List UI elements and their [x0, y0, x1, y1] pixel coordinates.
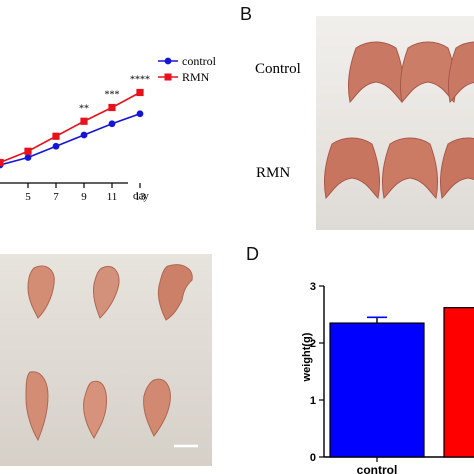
significance-marker: **** — [130, 75, 150, 86]
x-tick-label: 13 — [135, 191, 147, 203]
data-point-rmn — [52, 132, 60, 140]
specimen-row-bottom — [25, 371, 171, 442]
specimen-row-top — [27, 264, 193, 321]
legend-rmn-marker — [164, 73, 172, 81]
panel-b-specimens — [323, 41, 474, 200]
y-tick-label: 1 — [310, 395, 316, 407]
y-tick-label: 0 — [310, 452, 316, 464]
panel-c-photo — [0, 254, 212, 466]
row-label-control: Control — [255, 61, 301, 77]
bar-category-label: control — [357, 463, 398, 474]
data-point-rmn — [0, 158, 4, 167]
data-point-rmn — [24, 147, 32, 155]
bar-y-axis-label: weight(g) — [301, 332, 313, 382]
x-tick-label: 9 — [81, 191, 87, 203]
x-unit-label: day — [133, 190, 149, 202]
bar-control — [329, 322, 425, 458]
data-point-rmn — [80, 117, 88, 125]
data-point-rmn — [108, 103, 116, 112]
y-tick-label: 2 — [310, 338, 316, 350]
line-chart-panel: 5 7 9 11 13********* control RMN day — [0, 54, 217, 203]
panel-letter-b: B — [240, 4, 253, 24]
data-point-control — [52, 142, 60, 150]
bar-chart-marks: 0123controlRMN — [310, 281, 474, 474]
y-tick-label: 3 — [310, 281, 316, 293]
legend-control-marker — [164, 57, 172, 65]
legend-rmn-label: RMN — [182, 70, 210, 84]
series-line-rmn — [0, 91, 141, 164]
x-tick-label: 11 — [107, 191, 118, 203]
significance-marker: *** — [105, 90, 120, 101]
data-point-rmn — [136, 88, 144, 97]
bar-chart-panel: weight(g) 0123controlRMN — [301, 281, 474, 474]
x-tick-label: 7 — [53, 191, 59, 203]
panel-b-photo — [316, 16, 474, 230]
series-line-control — [0, 112, 141, 166]
panel-c-specimens — [25, 264, 198, 448]
data-point-control — [24, 154, 32, 161]
specimen-row-rmn — [323, 137, 474, 200]
data-point-control — [136, 110, 144, 118]
data-point-control — [108, 120, 116, 128]
specimen-row-control — [347, 41, 474, 104]
row-label-rmn: RMN — [256, 165, 291, 181]
significance-marker: ** — [79, 103, 89, 114]
x-tick-label: 5 — [25, 191, 31, 203]
data-point-control — [80, 131, 88, 139]
panel-letter-d: D — [246, 244, 259, 264]
line-legend: control RMN — [158, 54, 217, 84]
line-chart-marks: 5 7 9 11 13********* — [0, 75, 150, 203]
bar-rmn — [443, 307, 474, 458]
legend-control-label: control — [182, 54, 217, 68]
